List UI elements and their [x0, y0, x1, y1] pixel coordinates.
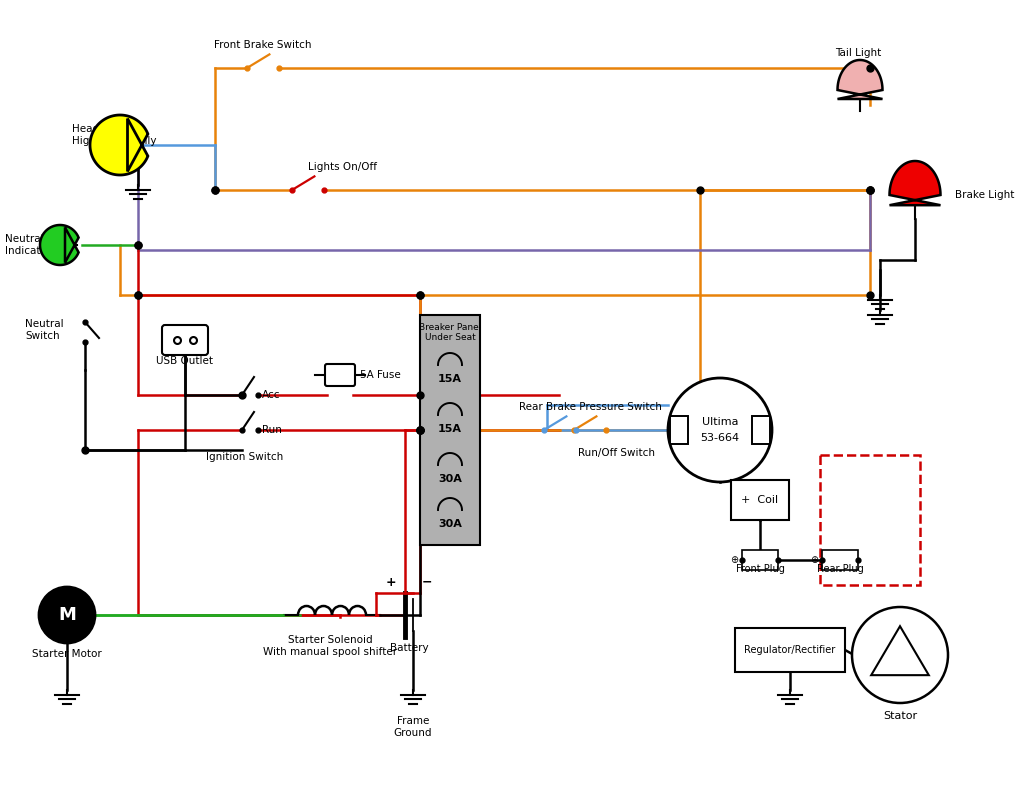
- Text: −: −: [422, 576, 432, 589]
- Text: +: +: [386, 576, 396, 589]
- Polygon shape: [890, 161, 940, 205]
- Polygon shape: [838, 60, 883, 99]
- Bar: [670, 416, 688, 444]
- FancyBboxPatch shape: [162, 325, 208, 355]
- Text: Stator: Stator: [883, 711, 918, 721]
- Polygon shape: [40, 225, 79, 265]
- Text: 15A: 15A: [438, 374, 462, 384]
- Bar: [735, 628, 845, 672]
- Text: Breaker Panel
Under Seat: Breaker Panel Under Seat: [419, 323, 481, 343]
- Polygon shape: [871, 626, 929, 676]
- Circle shape: [668, 378, 772, 482]
- Circle shape: [852, 607, 948, 703]
- Text: Run/Off Switch: Run/Off Switch: [578, 448, 655, 458]
- Text: Starter Solenoid
With manual spool shifter: Starter Solenoid With manual spool shift…: [263, 635, 397, 657]
- Text: Lights On/Off: Lights On/Off: [308, 162, 377, 172]
- Bar: [820, 455, 920, 585]
- Circle shape: [39, 587, 95, 643]
- Text: Frame
Ground: Frame Ground: [394, 716, 432, 737]
- Bar: [731, 480, 790, 520]
- Text: 30A: 30A: [438, 519, 462, 529]
- Bar: [420, 315, 480, 545]
- Bar: [822, 550, 858, 570]
- Text: 5A Fuse: 5A Fuse: [360, 370, 400, 380]
- Text: Starter Motor: Starter Motor: [32, 649, 101, 659]
- Bar: [752, 416, 770, 444]
- Text: 15A: 15A: [438, 424, 462, 434]
- Text: M: M: [58, 606, 76, 624]
- Text: Ignition Switch: Ignition Switch: [207, 452, 284, 462]
- Text: Neutral
Indicator: Neutral Indicator: [5, 234, 51, 255]
- Text: Tail Light: Tail Light: [835, 48, 881, 58]
- Text: Acc: Acc: [262, 390, 281, 400]
- Bar: [742, 550, 778, 570]
- Text: Neutral
Switch: Neutral Switch: [25, 320, 63, 341]
- FancyBboxPatch shape: [325, 364, 355, 386]
- Text: Front Plug: Front Plug: [735, 564, 784, 574]
- Text: Regulator/Rectifier: Regulator/Rectifier: [744, 645, 836, 655]
- Text: +  Coil: + Coil: [741, 495, 778, 505]
- Polygon shape: [90, 115, 147, 175]
- Text: Front Brake Switch: Front Brake Switch: [214, 40, 311, 50]
- Text: Run: Run: [262, 425, 282, 435]
- Text: 30A: 30A: [438, 474, 462, 484]
- Text: Rear Plug: Rear Plug: [816, 564, 863, 574]
- Text: ⊕: ⊕: [810, 555, 818, 565]
- Text: 53-664: 53-664: [700, 433, 739, 443]
- Text: Battery: Battery: [390, 643, 428, 653]
- Text: Ultima: Ultima: [701, 417, 738, 427]
- Text: Rear Brake Pressure Switch: Rear Brake Pressure Switch: [518, 402, 662, 412]
- Text: Headlight
High Beam Only: Headlight High Beam Only: [72, 124, 157, 146]
- Text: ⊕: ⊕: [730, 555, 738, 565]
- Text: USB Outlet: USB Outlet: [157, 356, 213, 366]
- Text: Brake Light: Brake Light: [955, 190, 1015, 200]
